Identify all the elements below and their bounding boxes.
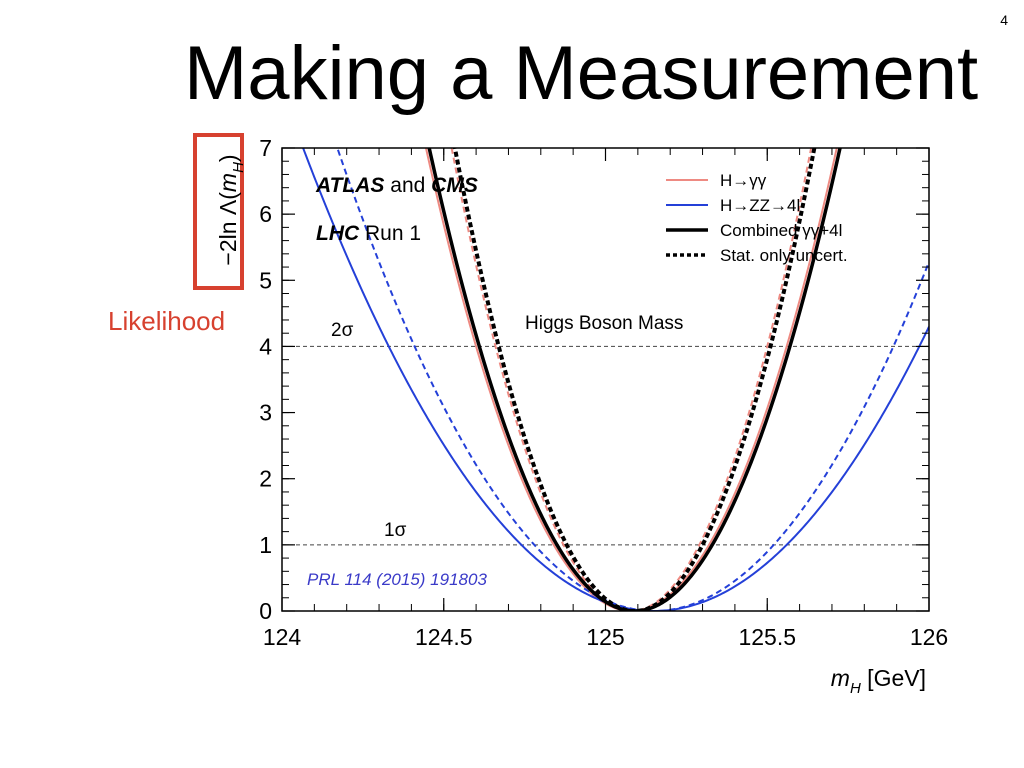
y-tick-label: 3: [259, 400, 272, 426]
experiment-label: ATLAS and CMS: [315, 174, 478, 197]
legend-label-4: Stat. only uncert.: [720, 246, 848, 265]
slide-number: 4: [1000, 12, 1008, 28]
curve-6: [452, 148, 817, 611]
x-tick-label: 126: [910, 624, 948, 650]
likelihood-label: Likelihood: [108, 306, 226, 336]
x-tick-label: 124: [263, 624, 302, 650]
y-tick-label: 0: [259, 598, 272, 624]
chart-title: Higgs Boson Mass: [525, 313, 683, 334]
legend: H→γγ H→ZZ→4l Combined γγ+4l Stat. only unce…: [666, 171, 848, 265]
y-axis-label: −2ln Λ(mH): [215, 154, 247, 265]
curve-4: [336, 148, 929, 611]
y-tick-label: 4: [259, 333, 272, 359]
y-tick-label: 2: [259, 466, 272, 492]
legend-label-2: H→ZZ→4l: [720, 196, 800, 215]
x-tick-label: 125.5: [738, 624, 796, 650]
two-sigma-label: 2σ: [331, 320, 354, 341]
likelihood-highlight-box: [193, 133, 244, 290]
y-tick-label: 6: [259, 201, 272, 227]
curve-1: [424, 148, 838, 611]
x-axis-label: mH [GeV]: [831, 665, 926, 697]
one-sigma-label: 1σ: [384, 520, 407, 541]
legend-label-3: Combined γγ+4l: [720, 221, 842, 240]
plot-frame: [281, 147, 930, 612]
y-tick-label: 7: [259, 135, 272, 161]
y-tick-label: 1: [259, 532, 272, 558]
reference-label: PRL 114 (2015) 191803: [307, 570, 487, 589]
y-tick-label: 5: [259, 267, 272, 293]
slide-title: Making a Measurement: [184, 31, 979, 116]
x-tick-label: 125: [586, 624, 624, 650]
legend-label-1: H→γγ: [720, 171, 767, 190]
run-label: LHC Run 1: [316, 222, 421, 245]
curve-5: [427, 148, 842, 611]
x-tick-label: 124.5: [415, 624, 473, 650]
